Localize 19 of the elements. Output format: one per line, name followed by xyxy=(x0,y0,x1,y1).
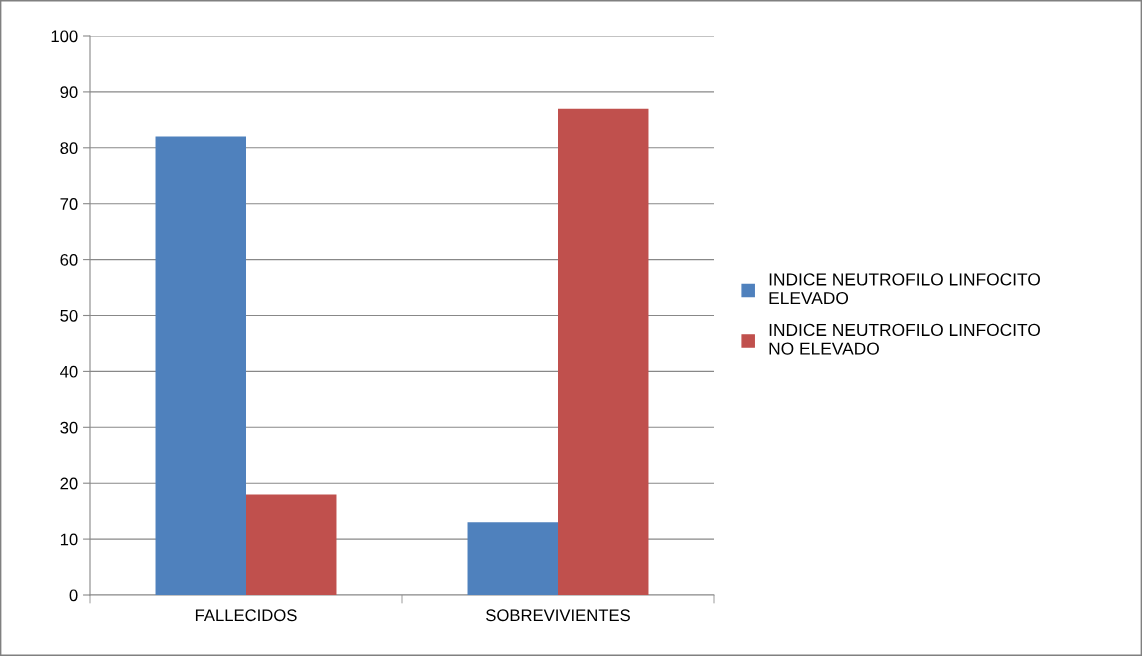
bar xyxy=(246,494,337,595)
y-tick-label: 0 xyxy=(69,589,78,602)
y-tick-label: 30 xyxy=(60,421,78,434)
y-tick-label: 100 xyxy=(51,30,78,43)
x-tick-label: FALLECIDOS xyxy=(195,609,297,622)
y-tick-label: 90 xyxy=(60,86,78,99)
y-tick-label: 10 xyxy=(60,533,78,546)
bar xyxy=(155,136,246,595)
y-tick-label: 70 xyxy=(60,198,78,210)
y-tick-label: 60 xyxy=(60,254,78,266)
bar xyxy=(467,522,558,595)
legend-label: INDICE NEUTROFILO LINFOCITO ELEVADO xyxy=(769,273,1040,305)
bar xyxy=(558,108,649,595)
x-tick-label: SOBREVIVIENTES xyxy=(486,609,630,622)
legend-label: INDICE NEUTROFILO LINFOCITO NO ELEVADO xyxy=(769,323,1040,355)
y-tick-label: 20 xyxy=(60,477,78,490)
y-tick-label: 40 xyxy=(60,365,78,378)
y-tick-label: 50 xyxy=(60,309,78,322)
y-tick-label: 80 xyxy=(60,142,78,154)
